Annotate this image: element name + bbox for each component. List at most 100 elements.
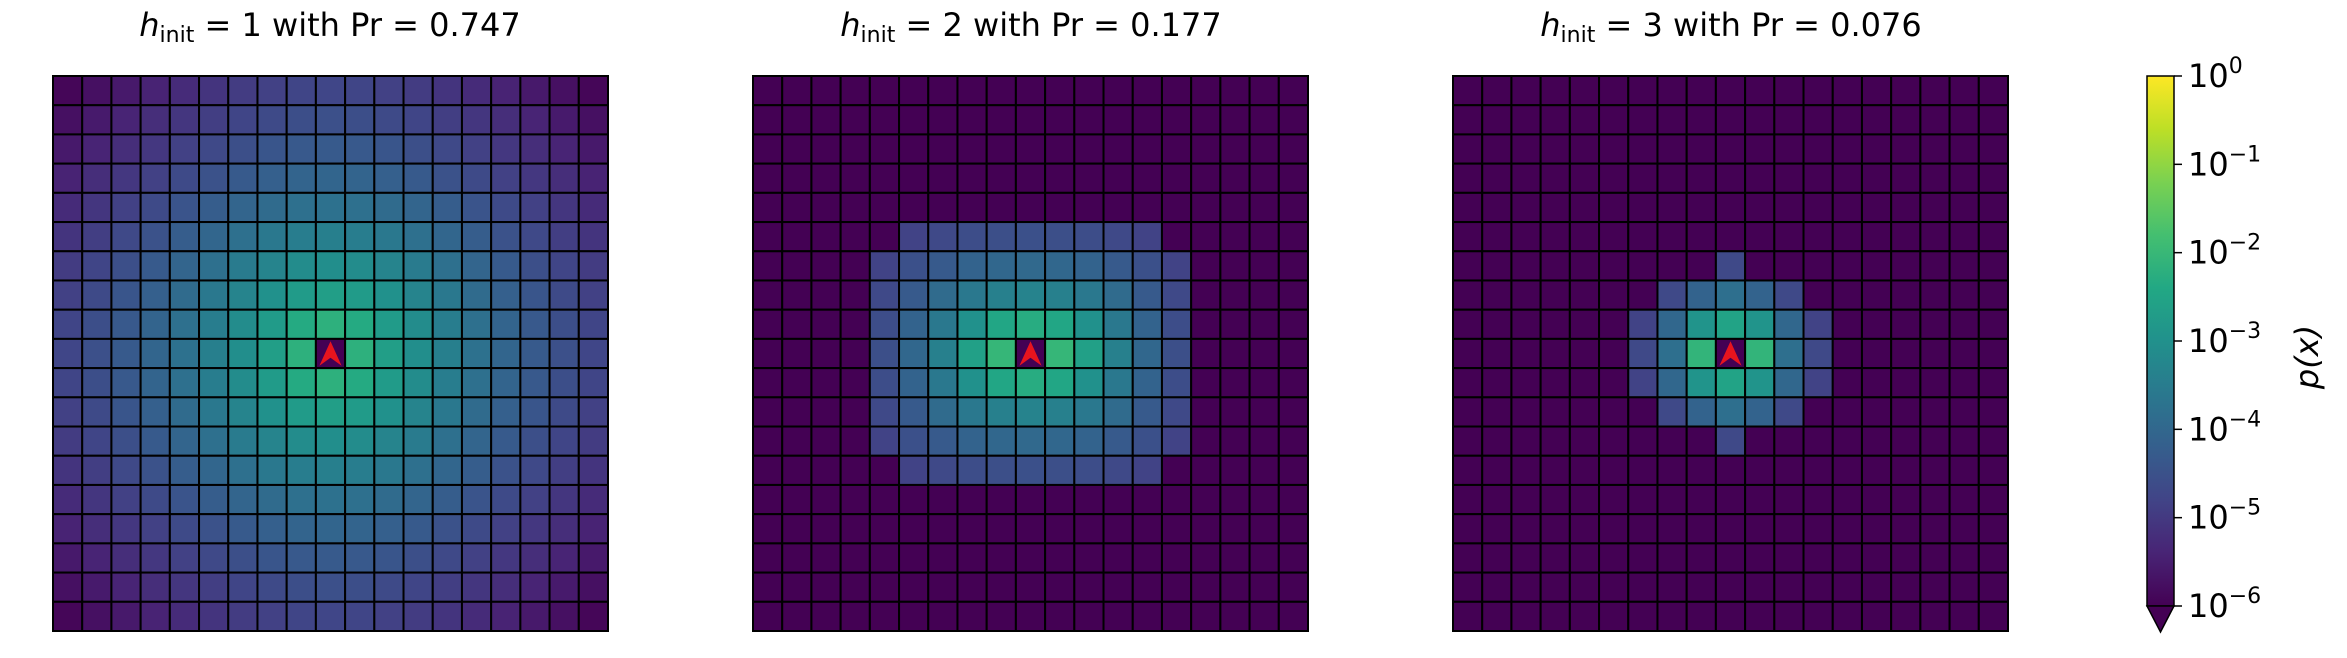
heatmap-cell <box>344 162 376 194</box>
heatmap-cell <box>1510 104 1542 136</box>
heatmap-cell <box>1539 279 1571 311</box>
heatmap-cell <box>460 133 493 165</box>
heatmap-cell <box>1802 513 1834 545</box>
heatmap-cell <box>256 221 288 253</box>
heatmap-cell <box>548 367 580 399</box>
heatmap-cell <box>490 308 522 340</box>
heatmap-cell <box>1568 571 1601 603</box>
heatmap-cell <box>1656 308 1688 340</box>
heatmap-cell <box>1714 191 1747 224</box>
heatmap-cell <box>314 513 347 545</box>
heatmap-cell <box>1773 396 1805 428</box>
heatmap-cell <box>139 162 171 194</box>
heatmap-cell <box>1919 75 1951 107</box>
heatmap-cell <box>1102 279 1134 311</box>
heatmap-cell <box>227 367 259 399</box>
heatmap-cell <box>1860 104 1893 136</box>
heatmap-cell <box>1773 367 1805 399</box>
heatmap-cell <box>373 75 405 107</box>
heatmap-cell <box>1014 75 1047 107</box>
heatmap-cell <box>256 191 288 224</box>
heatmap-cell <box>1831 483 1863 516</box>
heatmap-cell <box>256 133 288 165</box>
heatmap-cell <box>1044 221 1076 253</box>
heatmap-cell <box>1860 308 1893 340</box>
heatmap-cell <box>927 396 959 428</box>
heatmap-cell <box>1919 367 1951 399</box>
heatmap-cell <box>868 425 901 457</box>
heatmap-cell <box>285 250 317 282</box>
heatmap-cell <box>868 483 901 516</box>
heatmap-cell <box>431 425 463 457</box>
heatmap-cell <box>1656 396 1688 428</box>
heatmap-cell <box>1831 396 1863 428</box>
heatmap-cell <box>985 367 1017 399</box>
heatmap-cell <box>81 221 113 253</box>
heatmap-cell <box>985 162 1017 194</box>
heatmap-cell <box>139 513 171 545</box>
heatmap-cell <box>1073 600 1105 632</box>
heatmap-cell <box>1219 75 1251 107</box>
heatmap-cell <box>1510 221 1542 253</box>
heatmap-cell <box>519 75 551 107</box>
colorbar-tick-label: 10−1 <box>2188 142 2261 183</box>
heatmap-cell <box>52 279 84 311</box>
heatmap-cell <box>1977 133 2010 165</box>
heatmap-cell <box>519 308 551 340</box>
heatmap-cell <box>1860 367 1893 399</box>
heatmap-cell <box>577 162 609 194</box>
heatmap-cell <box>1714 162 1747 194</box>
heatmap-cell <box>1656 600 1688 632</box>
heatmap-cell <box>373 191 405 224</box>
heatmap-cell <box>1510 250 1542 282</box>
heatmap-cell <box>985 513 1017 545</box>
heatmap-cell <box>1190 337 1222 370</box>
heatmap-cell <box>198 396 230 428</box>
heatmap-cell <box>1860 513 1893 545</box>
heatmap-cell <box>1919 191 1951 224</box>
heatmap-cell <box>139 191 171 224</box>
heatmap-cell <box>1481 571 1513 603</box>
heatmap-cell <box>810 279 842 311</box>
heatmap-cell <box>1773 279 1805 311</box>
heatmap-cell <box>1977 513 2010 545</box>
heatmap-cell <box>956 279 988 311</box>
heatmap-cell <box>314 221 347 253</box>
heatmap-cell <box>1131 75 1163 107</box>
heatmap-cell <box>810 571 842 603</box>
heatmap-cell <box>1860 337 1893 370</box>
heatmap-cell <box>519 396 551 428</box>
heatmap-cell <box>1948 279 1980 311</box>
heatmap-cell <box>1948 571 1980 603</box>
heatmap-cell <box>344 542 376 574</box>
heatmap-cell <box>344 308 376 340</box>
heatmap-cell <box>490 425 522 457</box>
heatmap-cell <box>956 250 988 282</box>
heatmap-cell <box>110 133 142 165</box>
heatmap-cell <box>256 104 288 136</box>
heatmap-cell <box>285 133 317 165</box>
heatmap-cell <box>1948 133 1980 165</box>
heatmap-cell <box>227 396 259 428</box>
heatmap-cell <box>956 600 988 632</box>
heatmap-cell <box>1714 75 1747 107</box>
heatmap-cell <box>1919 454 1951 486</box>
heatmap-cell <box>431 75 463 107</box>
heatmap-cell <box>1656 104 1688 136</box>
heatmap-cell <box>373 308 405 340</box>
heatmap-cell <box>1831 191 1863 224</box>
heatmap-cell <box>1190 250 1222 282</box>
heatmap-cell <box>1744 133 1776 165</box>
heatmap-cell <box>1948 250 1980 282</box>
heatmap-cell <box>227 600 259 632</box>
heatmap-cell <box>985 542 1017 574</box>
heatmap-cell <box>519 279 551 311</box>
heatmap-cell <box>1102 600 1134 632</box>
heatmap-cell <box>1744 600 1776 632</box>
heatmap-cell <box>402 279 434 311</box>
heatmap-cell <box>168 367 201 399</box>
heatmap-cell <box>1685 513 1717 545</box>
heatmap-cell <box>1890 367 1922 399</box>
heatmap-cell <box>752 104 784 136</box>
heatmap-cell <box>985 454 1017 486</box>
